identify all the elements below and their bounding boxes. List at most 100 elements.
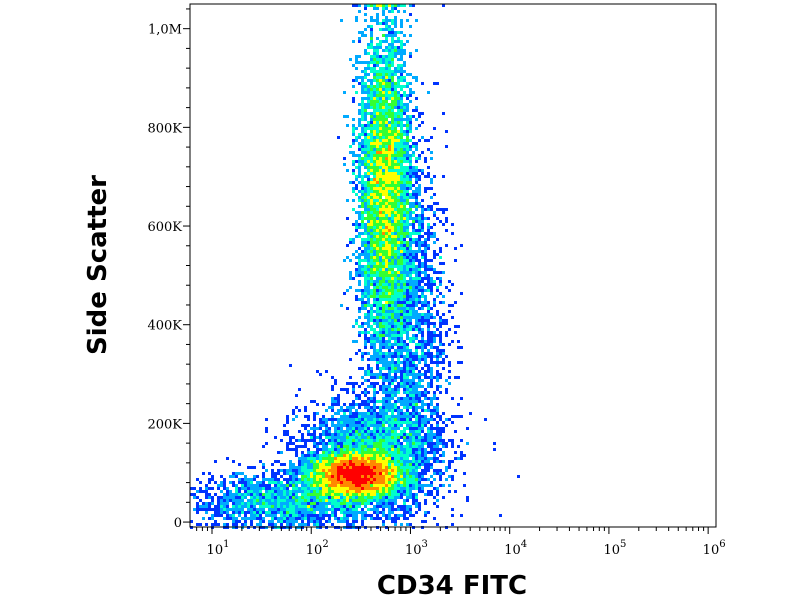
density-cell (454, 331, 457, 334)
density-cell (304, 493, 307, 496)
density-cell (430, 376, 433, 379)
density-cell (370, 334, 373, 337)
density-cell (235, 490, 238, 493)
density-cell (418, 283, 421, 286)
density-cell (376, 73, 379, 76)
density-cell (355, 472, 358, 475)
density-cell (397, 160, 400, 163)
density-cell (397, 289, 400, 292)
density-cell (388, 235, 391, 238)
density-cell (409, 316, 412, 319)
density-cell (412, 259, 415, 262)
density-cell (397, 469, 400, 472)
density-cell (424, 316, 427, 319)
density-cell (376, 298, 379, 301)
density-cell (364, 406, 367, 409)
density-cell (379, 55, 382, 58)
density-cell (403, 412, 406, 415)
density-cell (340, 448, 343, 451)
density-cell (442, 262, 445, 265)
density-cell (307, 496, 310, 499)
density-cell (298, 514, 301, 517)
density-cell (325, 469, 328, 472)
density-cell (403, 406, 406, 409)
density-cell (385, 385, 388, 388)
density-cell (379, 325, 382, 328)
density-cell (499, 514, 502, 517)
density-cell (391, 253, 394, 256)
density-cell (397, 334, 400, 337)
density-cell (412, 373, 415, 376)
density-cell (343, 508, 346, 511)
density-cell (403, 313, 406, 316)
density-cell (340, 472, 343, 475)
density-cell (385, 253, 388, 256)
density-cell (361, 376, 364, 379)
density-cell (286, 499, 289, 502)
density-cell (397, 136, 400, 139)
density-cell (388, 379, 391, 382)
density-cell (406, 208, 409, 211)
density-cell (373, 517, 376, 520)
density-cell (379, 124, 382, 127)
density-cell (430, 445, 433, 448)
density-cell (355, 478, 358, 481)
density-cell (388, 376, 391, 379)
density-cell (388, 433, 391, 436)
density-cell (385, 55, 388, 58)
density-cell (286, 469, 289, 472)
density-cell (385, 355, 388, 358)
density-cell (283, 487, 286, 490)
density-cell (238, 490, 241, 493)
density-cell (262, 499, 265, 502)
density-cell (424, 418, 427, 421)
density-cell (400, 178, 403, 181)
density-cell (394, 478, 397, 481)
density-cell (391, 274, 394, 277)
density-cell (406, 73, 409, 76)
density-cell (382, 433, 385, 436)
density-cell (385, 178, 388, 181)
density-cell (361, 196, 364, 199)
density-cell (415, 475, 418, 478)
density-cell (376, 193, 379, 196)
density-cell (232, 481, 235, 484)
density-cell (442, 295, 445, 298)
density-cell (385, 310, 388, 313)
density-cell (340, 427, 343, 430)
density-cell (382, 178, 385, 181)
density-cell (352, 238, 355, 241)
density-cell (373, 511, 376, 514)
density-cell (433, 409, 436, 412)
density-cell (367, 43, 370, 46)
density-cell (406, 40, 409, 43)
density-cell (355, 460, 358, 463)
density-cell (394, 337, 397, 340)
density-cell (418, 361, 421, 364)
density-cell (394, 238, 397, 241)
density-cell (385, 430, 388, 433)
density-cell (373, 457, 376, 460)
density-cell (232, 514, 235, 517)
density-cell (418, 442, 421, 445)
density-cell (382, 121, 385, 124)
density-cell (340, 421, 343, 424)
density-cell (376, 187, 379, 190)
density-cell (364, 277, 367, 280)
density-cell (391, 379, 394, 382)
density-cell (415, 511, 418, 514)
density-cell (406, 499, 409, 502)
density-cell (274, 523, 277, 526)
density-cell (331, 439, 334, 442)
density-cell (409, 115, 412, 118)
density-cell (406, 286, 409, 289)
density-cell (376, 91, 379, 94)
density-cell (406, 235, 409, 238)
density-cell (373, 52, 376, 55)
density-cell (361, 487, 364, 490)
density-cell (415, 97, 418, 100)
density-cell (385, 199, 388, 202)
density-cell (235, 523, 238, 526)
density-cell (367, 211, 370, 214)
density-cell (427, 172, 430, 175)
